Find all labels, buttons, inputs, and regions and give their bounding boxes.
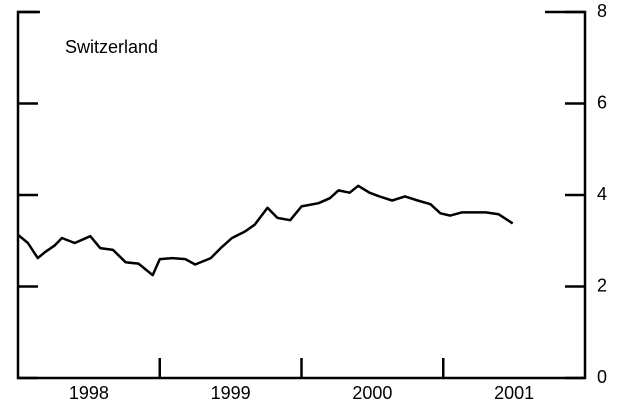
y-tick-label: 8	[597, 1, 607, 21]
axis-frame	[16, 10, 587, 380]
x-tick-label: 2000	[352, 383, 392, 403]
y-tick-label: 2	[597, 275, 607, 295]
y-tick-label: 6	[597, 92, 607, 112]
line	[17, 184, 514, 277]
y-tick-label: 0	[597, 367, 607, 387]
x-tick-label: 2001	[494, 383, 534, 403]
x-tick-label: 1998	[69, 383, 109, 403]
y-tick-label: 4	[597, 184, 607, 204]
x-tick-label: 1999	[211, 383, 251, 403]
chart-title: Switzerland	[65, 37, 158, 57]
